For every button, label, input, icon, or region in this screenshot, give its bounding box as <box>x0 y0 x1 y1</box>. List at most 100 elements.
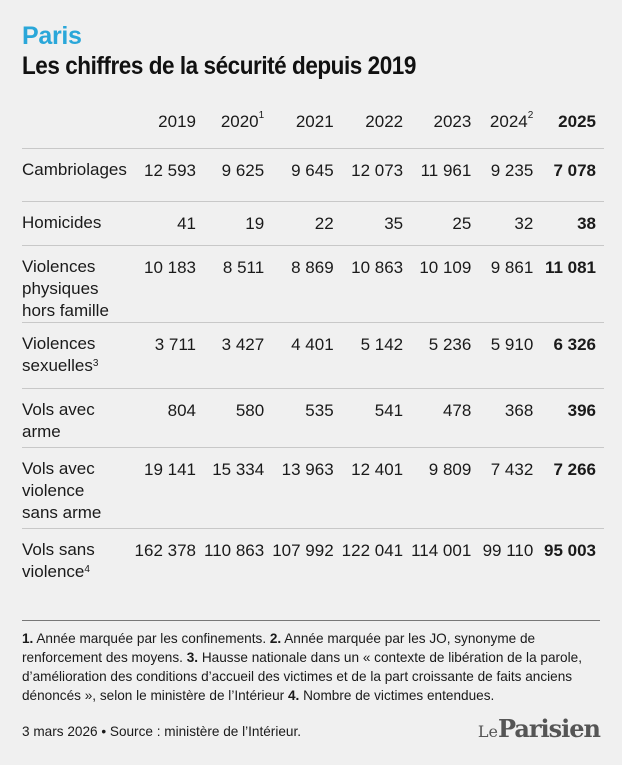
page-title: Les chiffres de la sécurité depuis 2019 <box>22 52 416 80</box>
row-label: Vols sans violence4 <box>22 528 135 587</box>
table-cell: 10 183 <box>144 257 196 277</box>
le-parisien-logo: LeParisien <box>477 714 601 743</box>
table-row: Vols avec arme 804 580 535 541 478 368 396 <box>22 388 604 447</box>
table-cell: 35 <box>384 213 404 233</box>
column-header: 2023 <box>433 112 472 131</box>
table-cell: 107 992 <box>272 540 334 560</box>
footnote-marker: 2 <box>527 110 534 121</box>
column-header: 2025 <box>558 112 596 131</box>
row-label-line: physiques <box>22 278 99 298</box>
table-cell: 11 081 <box>544 257 596 277</box>
table-row: Homicides 41 19 22 35 25 32 38 <box>22 201 604 245</box>
row-label: Homicides <box>22 201 135 245</box>
table-row: Cambriolages 12 593 9 625 9 645 12 073 11 961… <box>22 148 604 201</box>
table-cell: 804 <box>167 400 196 420</box>
footnote-number: 3. <box>186 650 199 665</box>
row-label-line: Homicides <box>22 212 102 232</box>
table-cell: 4 401 <box>291 334 334 354</box>
footnote-text: Année marquée par les confinements. <box>33 631 270 646</box>
table-cell: 9 861 <box>490 257 534 277</box>
table-cell: 122 041 <box>341 540 404 560</box>
row-label: Violences physiques hors famille <box>22 245 135 322</box>
column-header: 2021 <box>295 112 334 131</box>
footnote-text: Année marquée par les JO, synonyme de re… <box>22 631 536 665</box>
table-cell: 478 <box>442 400 472 420</box>
footnotes: 1. Année marquée par les confinements. 2… <box>22 629 602 705</box>
table-row: Vols sans violence4 162 378 110 863 107 992 1… <box>22 528 604 587</box>
row-label-line: Cambriolages <box>22 159 127 179</box>
row-label-header <box>22 102 135 148</box>
footnote-text: Nombre de victimes entendues. <box>299 688 495 703</box>
footnote-text: Hausse nationale dans un « contexte de l… <box>22 650 582 703</box>
row-label: Vols avec arme <box>22 388 135 447</box>
table-cell: 32 <box>514 213 534 233</box>
footnote-number: 1. <box>22 631 34 646</box>
kicker: Paris <box>22 22 82 50</box>
row-label-line: hors famille <box>22 300 109 320</box>
table-cell: 8 869 <box>291 257 334 277</box>
table-cell: 162 378 <box>134 540 196 560</box>
table-cell: 9 625 <box>221 160 265 180</box>
table-cell: 11 961 <box>420 160 472 180</box>
table-cell: 535 <box>305 400 334 420</box>
row-label-line: violence <box>22 561 85 581</box>
data-table: 2019 20201 2021 2022 2023 20242 2025 Cam… <box>22 102 604 587</box>
row-label-line: Violences <box>22 333 96 353</box>
table-cell: 3 427 <box>221 334 265 354</box>
table-cell: 5 910 <box>490 334 534 354</box>
footnote-marker: 4 <box>84 563 90 575</box>
row-label: Vols avec violence sans arme <box>22 447 135 528</box>
table-cell: 13 963 <box>281 459 334 479</box>
table-cell: 15 334 <box>212 459 265 479</box>
table-cell: 38 <box>577 213 596 233</box>
footnote-marker: 1 <box>258 110 265 121</box>
table-cell: 7 266 <box>553 459 596 479</box>
footnote-number: 2. <box>269 631 282 646</box>
footnote-number: 4. <box>287 688 300 703</box>
column-header: 2019 <box>158 112 196 131</box>
notes-divider <box>22 620 600 621</box>
row-label-line: Vols avec <box>22 399 95 419</box>
table-cell: 25 <box>452 213 472 233</box>
table-cell: 368 <box>504 400 534 420</box>
table-cell: 7 432 <box>490 459 534 479</box>
column-header: 2022 <box>365 112 404 131</box>
table-cell: 7 078 <box>553 160 596 180</box>
row-label-line: sans arme <box>22 502 102 522</box>
row-label-line: violence <box>22 480 85 500</box>
table-cell: 19 <box>245 213 265 233</box>
header-row: 2019 20201 2021 2022 2023 20242 2025 <box>22 102 604 148</box>
row-label-line: Vols avec <box>22 458 95 478</box>
table-cell: 99 110 <box>482 540 534 560</box>
table-cell: 10 109 <box>419 257 472 277</box>
table-cell: 12 073 <box>351 160 404 180</box>
table-cell: 12 593 <box>144 160 196 180</box>
table-cell: 9 235 <box>490 160 534 180</box>
table-cell: 12 401 <box>351 459 404 479</box>
table-cell: 114 001 <box>411 540 472 560</box>
table-cell: 22 <box>314 213 334 233</box>
table-cell: 95 003 <box>544 540 596 560</box>
table-cell: 6 326 <box>553 334 596 354</box>
table-cell: 396 <box>567 400 596 420</box>
table-cell: 5 142 <box>360 334 404 354</box>
row-label: Cambriolages <box>22 148 135 201</box>
footnote-marker: 3 <box>92 357 99 369</box>
table-row: Violences sexuelles3 3 711 3 427 4 401 5 142 5… <box>22 322 604 388</box>
table-row: Violences physiques hors famille 10 183 8 51… <box>22 245 604 322</box>
table-cell: 110 863 <box>204 540 265 560</box>
table-cell: 5 236 <box>428 334 472 354</box>
table-cell: 3 711 <box>154 334 196 354</box>
row-label: Violences sexuelles3 <box>22 322 135 388</box>
table-cell: 541 <box>374 400 404 420</box>
row-label-line: Violences <box>22 256 96 276</box>
table-cell: 9 645 <box>291 160 334 180</box>
source-line: 3 mars 2026 • Source : ministère de l’In… <box>22 724 302 739</box>
table-cell: 19 141 <box>144 459 196 479</box>
table-cell: 580 <box>235 400 265 420</box>
row-label-line: sexuelles <box>22 355 93 375</box>
table-cell: 10 863 <box>351 257 404 277</box>
column-header: 20201 <box>220 110 265 131</box>
row-label-line: Vols sans <box>22 539 95 559</box>
table-cell: 41 <box>177 213 196 233</box>
